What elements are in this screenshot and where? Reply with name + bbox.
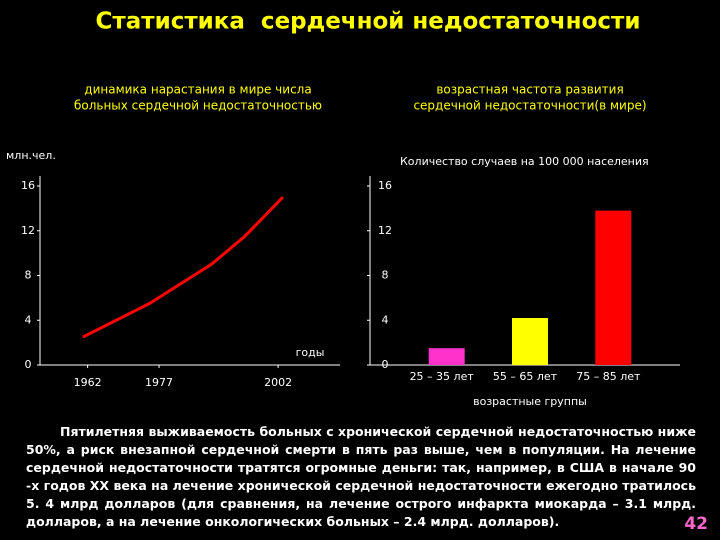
chart-title: динамика нарастания в мире числа [84, 83, 311, 97]
x-axis-label: годы [296, 346, 325, 359]
x-tick-label: 2002 [264, 376, 292, 389]
y-tick-label: 16 [21, 179, 35, 192]
x-tick-label: 1962 [74, 376, 102, 389]
chart-title: больных сердечной недостаточностью [74, 99, 322, 113]
slide-title: Статистика сердечной недостаточности [96, 9, 641, 35]
x-tick-label: 75 – 85 лет [576, 370, 641, 383]
bar [428, 348, 465, 365]
y-tick-label: 8 [25, 269, 32, 282]
paragraph: Пятилетняя выживаемость больных с хронич… [26, 424, 696, 529]
y-axis-label: Количество случаев на 100 000 населения [400, 155, 649, 168]
y-tick-label: 16 [378, 179, 392, 192]
bar [512, 318, 548, 365]
bar [595, 210, 632, 365]
y-tick-label: 4 [25, 313, 32, 326]
page-number: 42 [684, 514, 708, 534]
y-tick-label: 4 [382, 313, 389, 326]
y-tick-label: 12 [378, 224, 392, 237]
x-tick-label: 55 – 65 лет [493, 370, 558, 383]
y-tick-label: 12 [21, 224, 35, 237]
x-axis-label: возрастные группы [473, 395, 587, 408]
y-tick-label: 0 [382, 358, 389, 371]
x-tick-label: 1977 [145, 376, 173, 389]
y-axis-label: млн.чел. [6, 149, 56, 162]
line [82, 196, 284, 339]
y-tick-label: 8 [382, 269, 389, 282]
chart-title: сердечной недостаточности(в мире) [413, 99, 646, 113]
x-tick-label: 25 – 35 лет [410, 370, 475, 383]
chart-title: возрастная частота развития [436, 83, 623, 97]
y-tick-label: 0 [25, 358, 32, 371]
